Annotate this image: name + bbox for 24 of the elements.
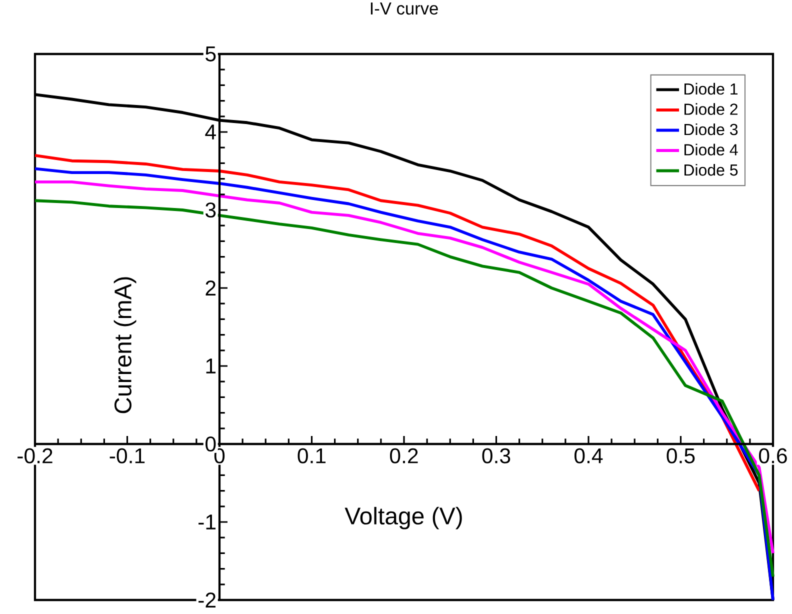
y-axis-title: Current (mA)	[114, 277, 136, 414]
y-tick-label: 4	[205, 124, 216, 140]
x-axis-title: Voltage (V)	[344, 506, 462, 530]
x-tick-label: 0.2	[390, 448, 418, 464]
legend-label: Diode 1	[684, 82, 738, 95]
x-tick-label: -0.1	[110, 448, 145, 464]
x-tick-label: 0.5	[666, 448, 695, 464]
y-tick-label: 1	[206, 358, 216, 374]
x-tick-label: 0.3	[482, 448, 510, 464]
y-tick-label: 2	[206, 280, 216, 296]
y-tick-label: -2	[198, 592, 216, 608]
y-tick-label: -1	[198, 514, 216, 530]
chart-title: I-V curve	[370, 2, 438, 15]
x-tick-label: 0.4	[574, 448, 603, 464]
x-tick-label: -0.2	[18, 448, 52, 464]
x-tick-label: 0.1	[298, 448, 326, 464]
legend-label: Diode 2	[684, 103, 738, 115]
y-tick-label: 0	[206, 436, 216, 452]
y-tick-label: 3	[206, 202, 216, 218]
y-tick-label: 5	[206, 46, 216, 62]
x-tick-label: 0.6	[759, 448, 787, 464]
legend-label: Diode 3	[684, 123, 738, 136]
legend-label: Diode 5	[684, 164, 738, 176]
legend-label: Diode 4	[684, 144, 738, 156]
